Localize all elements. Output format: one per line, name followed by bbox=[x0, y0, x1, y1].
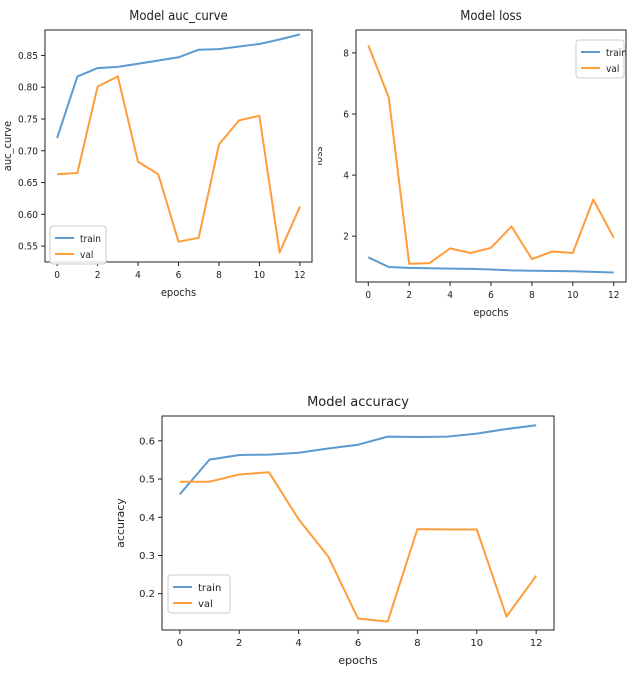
loss-xtick-label: 6 bbox=[488, 290, 494, 301]
accuracy-xlabel: epochs bbox=[338, 654, 377, 667]
accuracy-ytick-label: 0.3 bbox=[139, 551, 155, 562]
auc-legend-val-label: val bbox=[80, 250, 93, 261]
accuracy-xtick-label: 10 bbox=[470, 638, 483, 649]
loss-legend-val-label: val bbox=[606, 64, 619, 75]
loss-legend-train-label: train bbox=[606, 48, 627, 59]
accuracy-xtick-label: 12 bbox=[530, 638, 543, 649]
accuracy-train-line bbox=[179, 424, 537, 495]
loss-train-line bbox=[367, 256, 614, 274]
auc-xtick-label: 6 bbox=[176, 270, 182, 281]
loss-val-line bbox=[367, 44, 615, 265]
loss-ytick-label: 6 bbox=[343, 110, 349, 121]
accuracy-val-line bbox=[179, 471, 538, 623]
loss-ytick-label: 8 bbox=[343, 48, 349, 59]
auc-title: Model auc_curve bbox=[129, 9, 227, 24]
accuracy-legend-train-label: train bbox=[198, 583, 221, 594]
accuracy-xtick-label: 2 bbox=[236, 638, 242, 649]
accuracy-title: Model accuracy bbox=[307, 395, 409, 410]
accuracy-legend-val-label: val bbox=[198, 599, 213, 610]
auc-xtick-label: 8 bbox=[216, 270, 222, 281]
loss-chart: Model loss 0 2 4 6 8 10 12 2 4 6 8 epochs loss train va… bbox=[312, 0, 634, 345]
auc-chart-svg: Model auc_curve 0 2 4 6 8 10 12 0.55 0.60 0.65 0.70… bbox=[1, 9, 313, 299]
auc-ytick-label: 0.55 bbox=[18, 242, 38, 253]
loss-xtick-label: 0 bbox=[365, 290, 371, 301]
accuracy-chart-svg: Model accuracy 0 2 4 6 8 10 12 0.2 0.3 0.4 0.5 0.6 ep… bbox=[114, 395, 555, 667]
auc-xlabel: epochs bbox=[161, 286, 196, 299]
auc-legend-train-label: train bbox=[80, 234, 101, 245]
accuracy-chart: Model accuracy 0 2 4 6 8 10 12 0.2 0.3 0.4 0.5 0.6 ep… bbox=[110, 390, 560, 669]
auc-ytick-label: 0.70 bbox=[18, 146, 38, 157]
auc-ylabel: auc_curve bbox=[1, 121, 14, 171]
accuracy-ytick-label: 0.5 bbox=[139, 475, 155, 486]
loss-ytick-label: 4 bbox=[343, 171, 349, 182]
accuracy-xtick-label: 8 bbox=[414, 638, 420, 649]
auc-xtick-label: 12 bbox=[294, 270, 305, 281]
loss-title: Model loss bbox=[460, 9, 521, 24]
accuracy-xtick-label: 4 bbox=[295, 638, 301, 649]
loss-xtick-label: 8 bbox=[529, 290, 535, 301]
loss-chart-svg: Model loss 0 2 4 6 8 10 12 2 4 6 8 epochs loss train va… bbox=[312, 9, 627, 319]
auc-chart: Model auc_curve 0 2 4 6 8 10 12 0.55 0.60 0.65 0.70… bbox=[0, 0, 320, 345]
accuracy-ylabel: accuracy bbox=[114, 498, 127, 548]
loss-xlabel: epochs bbox=[473, 306, 508, 319]
loss-xtick-label: 4 bbox=[447, 290, 453, 301]
accuracy-ytick-label: 0.2 bbox=[139, 589, 155, 600]
auc-legend-box bbox=[49, 225, 107, 265]
auc-xtick-label: 2 bbox=[95, 270, 101, 281]
auc-ytick-label: 0.65 bbox=[18, 178, 38, 189]
auc-ytick-label: 0.80 bbox=[18, 83, 38, 94]
accuracy-xtick-label: 6 bbox=[355, 638, 361, 649]
auc-xtick-label: 10 bbox=[254, 270, 266, 281]
loss-xtick-label: 10 bbox=[567, 290, 579, 301]
accuracy-xtick-label: 0 bbox=[177, 638, 183, 649]
auc-ytick-label: 0.60 bbox=[18, 210, 38, 221]
loss-ylabel: loss bbox=[318, 146, 325, 165]
auc-val-line bbox=[57, 75, 301, 254]
loss-xtick-label: 12 bbox=[608, 290, 619, 301]
auc-train-line bbox=[56, 33, 301, 139]
accuracy-ytick-label: 0.4 bbox=[139, 513, 155, 524]
auc-ytick-label: 0.75 bbox=[18, 114, 38, 125]
auc-xtick-label: 4 bbox=[135, 270, 141, 281]
auc-xtick-label: 0 bbox=[54, 270, 60, 281]
loss-xtick-label: 2 bbox=[406, 290, 412, 301]
loss-ytick-label: 2 bbox=[343, 232, 349, 243]
accuracy-ytick-label: 0.6 bbox=[139, 436, 155, 447]
auc-ytick-label: 0.85 bbox=[18, 51, 38, 62]
